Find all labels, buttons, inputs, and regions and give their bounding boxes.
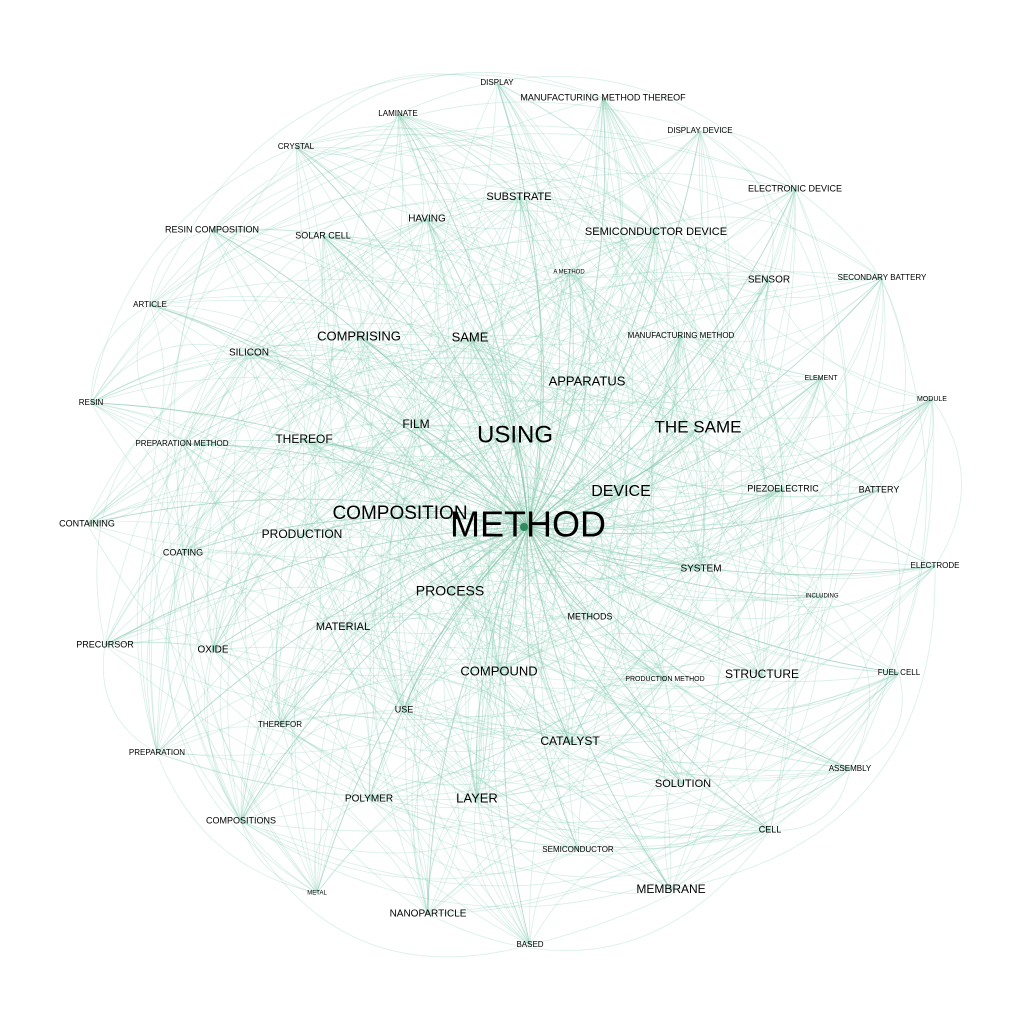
node-label-electronic-device: ELECTRONIC DEVICE xyxy=(748,183,842,193)
node-label-laminate: LAMINATE xyxy=(378,109,417,118)
node-label-using: USING xyxy=(477,421,553,448)
node-label-nanoparticle: NANOPARTICLE xyxy=(390,909,467,920)
node-label-system: SYSTEM xyxy=(680,564,721,575)
node-label-therefor: THEREFOR xyxy=(258,720,302,729)
node-label-based: BASED xyxy=(516,940,543,949)
node-label-element: ELEMENT xyxy=(804,375,838,382)
node-label-assembly: ASSEMBLY xyxy=(829,764,872,773)
node-label-catalyst: CATALYST xyxy=(540,734,600,748)
node-label-oxide: OXIDE xyxy=(197,645,228,656)
node-label-precursor: PRECURSOR xyxy=(76,639,134,649)
node-label-preparation-method: PREPARATION METHOD xyxy=(135,439,228,448)
node-label-piezoelectric: PIEZOELECTRIC xyxy=(747,483,819,493)
node-label-method: METHOD xyxy=(450,504,606,545)
network-edge xyxy=(879,399,934,490)
network-edge xyxy=(530,784,683,945)
node-label-apparatus: APPARATUS xyxy=(549,373,626,388)
node-label-thereof: THEREOF xyxy=(275,432,332,446)
node-label-electrode: ELECTRODE xyxy=(911,561,960,570)
node-label-device: DEVICE xyxy=(591,483,651,500)
node-label-module: MODULE xyxy=(917,396,947,403)
node-label-compound: COMPOUND xyxy=(460,663,537,678)
network-edge xyxy=(578,679,670,850)
network-edge xyxy=(91,147,296,403)
network-edge xyxy=(764,280,935,566)
node-label-compositions: COMPOSITIONS xyxy=(206,815,276,825)
node-label-same: SAME xyxy=(452,329,489,344)
node-label-cell: CELL xyxy=(759,824,782,834)
node-label-polymer: POLYMER xyxy=(345,794,393,805)
node-label-use: USE xyxy=(395,704,414,714)
network-edge xyxy=(656,232,879,490)
node-label-containing: CONTAINING xyxy=(59,518,115,528)
node-label-secondary-battery: SECONDARY BATTERY xyxy=(838,273,927,282)
node-label-film: FILM xyxy=(402,417,429,431)
node-label-silicon: SILICON xyxy=(229,348,269,359)
node-label-semiconductor: SEMICONDUCTOR xyxy=(542,845,614,854)
node-label-substrate: SUBSTRATE xyxy=(486,191,551,203)
node-label-fuel-cell: FUEL CELL xyxy=(878,668,921,677)
node-label-metal: METAL xyxy=(307,891,327,897)
network-edge xyxy=(369,799,578,874)
network-edge xyxy=(932,399,962,566)
node-label-solar-cell: SOLAR CELL xyxy=(295,230,351,240)
node-label-structure: STRUCTURE xyxy=(725,667,799,681)
node-label-resin-composition: RESIN COMPOSITION xyxy=(165,224,259,234)
network-edge xyxy=(212,114,398,232)
node-label-sensor: SENSOR xyxy=(748,275,790,286)
node-label-resin: RESIN xyxy=(79,398,104,407)
node-label-process: PROCESS xyxy=(416,583,484,599)
network-edge xyxy=(157,668,570,753)
node-label-battery: BATTERY xyxy=(859,484,900,494)
network-edge xyxy=(249,353,490,799)
node-label-methods: METHODS xyxy=(568,611,613,621)
node-label-manufacturing-method: MANUFACTURING METHOD xyxy=(628,331,735,340)
node-label-article: ARTICLE xyxy=(133,300,167,309)
node-label-including: INCLUDING xyxy=(805,594,838,600)
node-label-the-same: THE SAME xyxy=(655,417,742,436)
node-label-material: MATERIAL xyxy=(316,621,370,633)
node-label-production-method: PRODUCTION METHOD xyxy=(625,676,704,683)
node-label-semiconductor-device: SEMICONDUCTOR DEVICE xyxy=(585,226,727,238)
node-label-having: HAVING xyxy=(408,214,446,225)
network-edge xyxy=(528,131,708,527)
network-edge xyxy=(676,336,822,596)
node-label-layer: LAYER xyxy=(456,790,498,805)
node-label-comprising: COMPRISING xyxy=(317,328,401,343)
node-label-display: DISPLAY xyxy=(480,78,514,87)
node-label-production: PRODUCTION xyxy=(262,527,343,541)
node-label-display-device: DISPLAY DEVICE xyxy=(667,126,732,135)
node-label-composition: COMPOSITION xyxy=(332,503,467,524)
network-edge xyxy=(369,769,850,877)
node-label-manufacturing-method-thereof: MANUFACTURING METHOD THEREOF xyxy=(520,92,686,102)
node-label-membrane: MEMBRANE xyxy=(636,882,705,896)
network-edge xyxy=(91,305,150,403)
node-label-preparation: PREPARATION xyxy=(129,748,185,757)
network-edge xyxy=(103,645,157,753)
network-edge xyxy=(212,145,519,230)
node-label-coating: COATING xyxy=(163,547,203,557)
node-label-crystal: CRYSTAL xyxy=(278,142,315,151)
node-label-solution: SOLUTION xyxy=(655,778,711,790)
node-label-a-method: A METHOD xyxy=(553,270,585,276)
